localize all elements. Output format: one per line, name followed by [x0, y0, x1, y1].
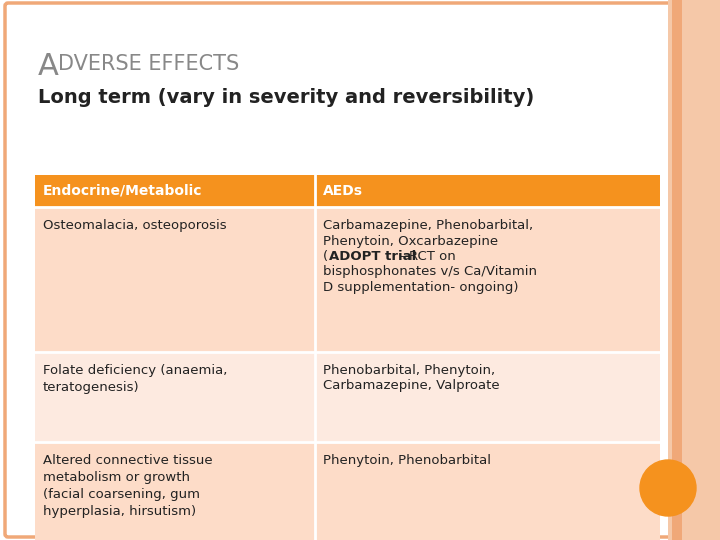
Text: Endocrine/Metabolic: Endocrine/Metabolic: [43, 184, 202, 198]
Bar: [35, 442, 315, 540]
Bar: [315, 207, 660, 352]
Text: DVERSE EFFECTS: DVERSE EFFECTS: [58, 54, 239, 74]
Bar: [668, 0, 720, 540]
Text: Altered connective tissue
metabolism or growth
(facial coarsening, gum
hyperplas: Altered connective tissue metabolism or …: [43, 454, 212, 518]
Text: AEDs: AEDs: [323, 184, 363, 198]
Text: Carbamazepine, Phenobarbital,: Carbamazepine, Phenobarbital,: [323, 219, 533, 232]
Bar: [35, 207, 315, 352]
Text: (: (: [323, 250, 328, 263]
Bar: [315, 175, 660, 207]
Text: ADOPT trial: ADOPT trial: [329, 250, 416, 263]
FancyBboxPatch shape: [5, 3, 715, 537]
Text: Osteomalacia, osteoporosis: Osteomalacia, osteoporosis: [43, 219, 227, 232]
Text: Phenytoin, Phenobarbital: Phenytoin, Phenobarbital: [323, 454, 491, 467]
Text: Phenytoin, Oxcarbazepine: Phenytoin, Oxcarbazepine: [323, 234, 498, 247]
Text: A: A: [38, 52, 59, 81]
Bar: [35, 175, 315, 207]
Text: Phenobarbital, Phenytoin,: Phenobarbital, Phenytoin,: [323, 364, 495, 377]
Bar: [672, 0, 682, 540]
Text: bisphosphonates v/s Ca/Vitamin: bisphosphonates v/s Ca/Vitamin: [323, 266, 537, 279]
Text: Long term (vary in severity and reversibility): Long term (vary in severity and reversib…: [38, 88, 534, 107]
Bar: [315, 442, 660, 540]
Text: D supplementation- ongoing): D supplementation- ongoing): [323, 281, 518, 294]
Bar: [315, 352, 660, 442]
Bar: [35, 352, 315, 442]
Text: - RCT on: - RCT on: [400, 250, 456, 263]
Circle shape: [640, 460, 696, 516]
Text: Carbamazepine, Valproate: Carbamazepine, Valproate: [323, 380, 500, 393]
Text: Folate deficiency (anaemia,
teratogenesis): Folate deficiency (anaemia, teratogenesi…: [43, 364, 228, 394]
